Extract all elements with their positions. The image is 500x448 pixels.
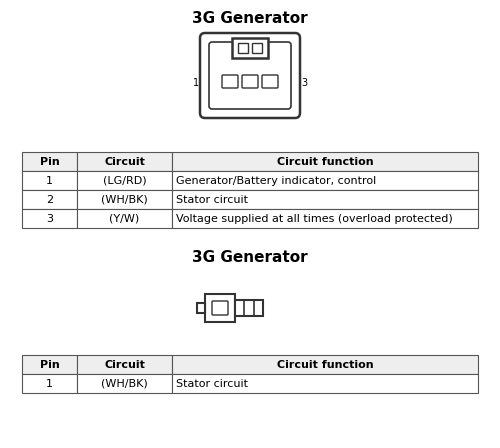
FancyBboxPatch shape [212, 301, 228, 315]
Bar [252, 43, 262, 53]
Bar [205, 294, 235, 322]
Text: 2: 2 [46, 194, 53, 204]
Text: Stator circuit: Stator circuit [176, 379, 248, 388]
Bar [22, 374, 77, 393]
Text: 1: 1 [46, 379, 53, 388]
Text: 3G Generator: 3G Generator [192, 10, 308, 26]
Bar [77, 355, 172, 374]
Text: 1: 1 [46, 176, 53, 185]
Text: Pin: Pin [40, 359, 60, 370]
Bar [22, 355, 77, 374]
Bar [77, 374, 172, 393]
Text: Voltage supplied at all times (overload protected): Voltage supplied at all times (overload … [176, 214, 453, 224]
Text: 1: 1 [193, 78, 199, 88]
Text: 3G Generator: 3G Generator [192, 250, 308, 264]
Text: Stator circuit: Stator circuit [176, 194, 248, 204]
Text: Circuit: Circuit [104, 359, 145, 370]
Bar [22, 171, 77, 190]
Bar [172, 355, 478, 374]
Bar [22, 190, 77, 209]
Text: 3: 3 [301, 78, 307, 88]
Bar [172, 190, 478, 209]
Text: 3: 3 [46, 214, 53, 224]
FancyBboxPatch shape [242, 75, 258, 88]
Text: (LG/RD): (LG/RD) [102, 176, 146, 185]
Text: Pin: Pin [40, 156, 60, 167]
FancyBboxPatch shape [200, 33, 300, 118]
Bar [172, 374, 478, 393]
Bar [172, 152, 478, 171]
Bar [172, 171, 478, 190]
Bar [197, 303, 205, 313]
Text: (Y/W): (Y/W) [110, 214, 140, 224]
Text: Generator/Battery indicator, control: Generator/Battery indicator, control [176, 176, 376, 185]
FancyBboxPatch shape [209, 42, 291, 109]
Bar [238, 43, 248, 53]
Bar [22, 152, 77, 171]
Bar [77, 171, 172, 190]
Bar [172, 209, 478, 228]
Bar [77, 152, 172, 171]
Bar [77, 209, 172, 228]
Text: Circuit function: Circuit function [276, 359, 374, 370]
Bar [232, 38, 268, 58]
FancyBboxPatch shape [262, 75, 278, 88]
Bar [235, 300, 263, 316]
FancyBboxPatch shape [222, 75, 238, 88]
Text: (WH/BK): (WH/BK) [101, 379, 148, 388]
Bar [77, 190, 172, 209]
Bar [22, 209, 77, 228]
Text: (WH/BK): (WH/BK) [101, 194, 148, 204]
Text: Circuit: Circuit [104, 156, 145, 167]
Text: Circuit function: Circuit function [276, 156, 374, 167]
